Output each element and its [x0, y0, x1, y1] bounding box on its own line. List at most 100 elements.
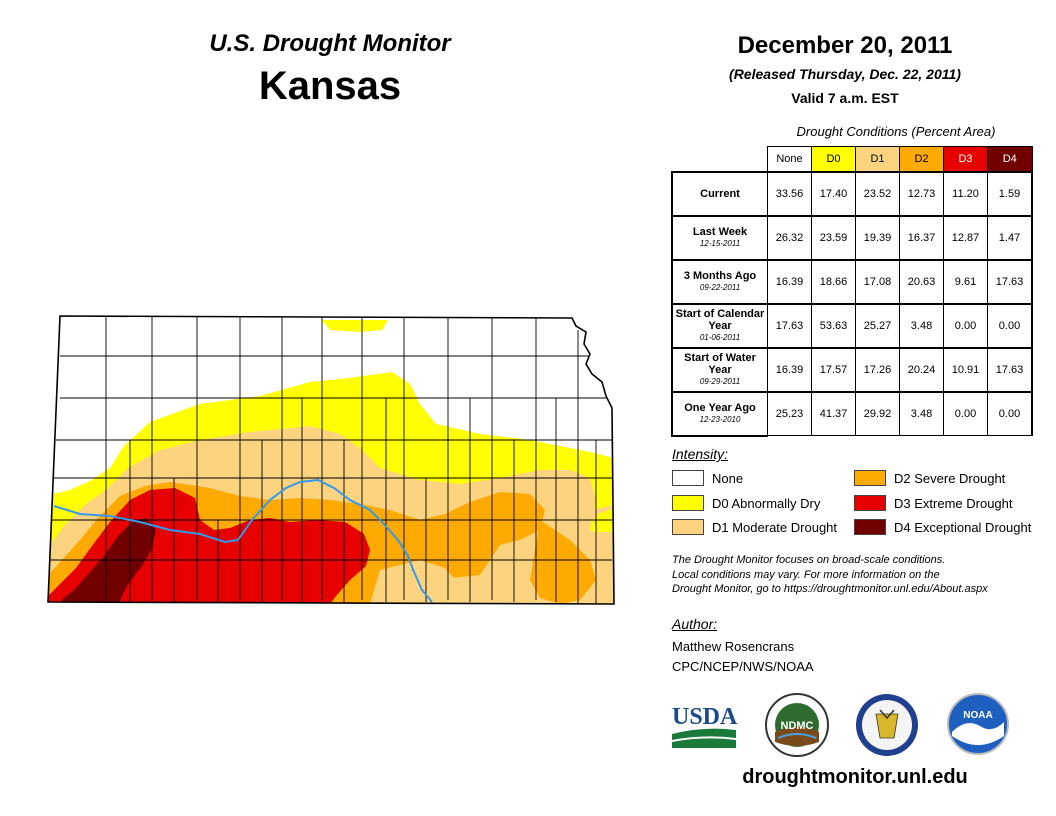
- d2-area-east: [530, 520, 596, 604]
- legend-item-d3: D3 Extreme Drought: [854, 495, 1013, 511]
- table-row: Current 33.56 17.40 23.52 12.73 11.20 1.59: [671, 171, 1033, 217]
- column-header: D2: [899, 146, 944, 173]
- kansas-drought-map: [47, 315, 615, 605]
- legend-swatch: [672, 470, 704, 486]
- note-line: Drought Monitor, go to https://droughtmo…: [672, 583, 988, 595]
- footer-url[interactable]: droughtmonitor.unl.edu: [742, 766, 968, 788]
- d0-area-north: [322, 320, 388, 332]
- table-cell: 20.63: [899, 259, 944, 305]
- svg-text:NOAA: NOAA: [963, 710, 992, 721]
- row-label: Current: [671, 171, 768, 217]
- table-row: Last Week 12-15-2011 26.32 23.59 19.39 16.37 1…: [671, 215, 1033, 261]
- column-header: D3: [943, 146, 988, 173]
- table-cell: 0.00: [943, 391, 988, 436]
- ndmc-logo: NDMC: [765, 693, 829, 757]
- table-cell: 16.39: [767, 259, 812, 305]
- legend-item-none: None: [672, 470, 743, 486]
- table-cell: 16.37: [899, 215, 944, 261]
- legend-item-d0: D0 Abnormally Dry: [672, 495, 820, 511]
- row-label-text: Start of Water Year: [684, 352, 756, 376]
- table-header-row: None D0 D1 D2 D3 D4: [672, 146, 1033, 173]
- table-row: 3 Months Ago 09-22-2011 16.39 18.66 17.08 20.…: [671, 259, 1033, 305]
- table-cell: 53.63: [811, 303, 856, 349]
- valid-time: Valid 7 a.m. EST: [791, 90, 899, 106]
- row-label-text: Current: [700, 188, 740, 200]
- table-cell: 16.39: [767, 347, 812, 393]
- table-cell: 1.59: [987, 171, 1033, 217]
- table-row: Start of Water Year 09-29-2011 16.39 17.57 1…: [671, 347, 1033, 393]
- d1-area-south: [370, 560, 470, 604]
- row-label-date: 09-22-2011: [699, 283, 741, 292]
- row-label-date: 01-06-2011: [699, 333, 741, 342]
- table-cell: 29.92: [855, 391, 900, 436]
- table-corner: [672, 147, 768, 173]
- row-label: 3 Months Ago 09-22-2011: [671, 259, 768, 305]
- row-label: Last Week 12-15-2011: [671, 215, 768, 261]
- drought-conditions-table: None D0 D1 D2 D3 D4 Current 33.56 17.40 23.52 12.7…: [671, 146, 1033, 437]
- author-name: Matthew Rosencrans: [672, 639, 795, 654]
- note-line: Local conditions may vary. For more info…: [672, 568, 940, 581]
- disclaimer-note: The Drought Monitor focuses on broad-sca…: [672, 553, 1042, 597]
- row-label-text: Start of Calendar Year: [675, 308, 765, 332]
- legend-swatch: [672, 495, 704, 511]
- release-date: (Released Thursday, Dec. 22, 2011): [729, 66, 961, 82]
- table-cell: 19.39: [855, 215, 900, 261]
- table-cell: 0.00: [987, 391, 1033, 436]
- arkansas-river: [53, 478, 433, 603]
- legend-label: D1 Moderate Drought: [712, 519, 838, 535]
- row-label-date: 09-29-2011: [699, 377, 741, 386]
- legend-swatch: [854, 470, 886, 486]
- column-header: D0: [811, 146, 856, 173]
- table-cell: 17.26: [855, 347, 900, 393]
- row-label-text: One Year Ago: [684, 401, 756, 414]
- author-block: Matthew Rosencrans CPC/NCEP/NWS/NOAA: [672, 637, 814, 677]
- legend-label: D2 Severe Drought: [894, 470, 1006, 486]
- map-date: December 20, 2011: [737, 32, 953, 59]
- table-cell: 17.40: [811, 171, 856, 217]
- author-heading: Author:: [672, 616, 718, 632]
- row-label: Start of Calendar Year 01-06-2011: [671, 303, 768, 349]
- county-lines: [48, 316, 612, 604]
- table-cell: 17.63: [767, 303, 812, 349]
- usda-logo: USDA: [672, 704, 738, 748]
- row-label-text: 3 Months Ago: [683, 270, 757, 282]
- table-cell: 33.56: [767, 171, 812, 217]
- table-cell: 1.47: [987, 215, 1033, 261]
- table-row: Start of Calendar Year 01-06-2011 17.63 53.…: [671, 303, 1033, 349]
- table-cell: 18.66: [811, 259, 856, 305]
- note-line: The Drought Monitor focuses on broad-sca…: [672, 554, 946, 566]
- table-cell: 23.59: [811, 215, 856, 261]
- table-cell: 12.87: [943, 215, 988, 261]
- table-row: One Year Ago 12-23-2010 25.23 41.37 29.92 3.4…: [671, 391, 1033, 437]
- legend-item-d1: D1 Moderate Drought: [672, 519, 837, 535]
- legend-label: D3 Extreme Drought: [894, 495, 1013, 511]
- legend-label: None: [712, 470, 744, 486]
- table-cell: 25.23: [767, 391, 812, 436]
- svg-text:NDMC: NDMC: [781, 720, 814, 732]
- author-org: CPC/NCEP/NWS/NOAA: [672, 659, 814, 674]
- table-cell: 41.37: [811, 391, 856, 436]
- table-cell: 20.24: [899, 347, 944, 393]
- state-title: Kansas: [258, 64, 402, 108]
- table-cell: 10.91: [943, 347, 988, 393]
- legend-swatch: [672, 519, 704, 535]
- table-cell: 3.48: [899, 303, 944, 349]
- row-label: Start of Water Year 09-29-2011: [671, 347, 768, 393]
- table-cell: 11.20: [943, 171, 988, 217]
- column-header: D1: [855, 146, 900, 173]
- row-label-date: 12-15-2011: [699, 239, 741, 248]
- table-cell: 17.63: [987, 347, 1033, 393]
- table-cell: 26.32: [767, 215, 812, 261]
- table-cell: 17.63: [987, 259, 1033, 305]
- column-header: D4: [987, 146, 1033, 173]
- state-outline: [47, 315, 615, 605]
- legend-label: D4 Exceptional Drought: [894, 519, 1032, 535]
- legend-title: Intensity:: [672, 446, 729, 462]
- table-cell: 12.73: [899, 171, 944, 217]
- legend-label: D0 Abnormally Dry: [712, 495, 821, 511]
- table-cell: 25.27: [855, 303, 900, 349]
- table-caption: Drought Conditions (Percent Area): [796, 124, 996, 139]
- table-cell: 3.48: [899, 391, 944, 436]
- table-cell: 0.00: [987, 303, 1033, 349]
- table-cell: 0.00: [943, 303, 988, 349]
